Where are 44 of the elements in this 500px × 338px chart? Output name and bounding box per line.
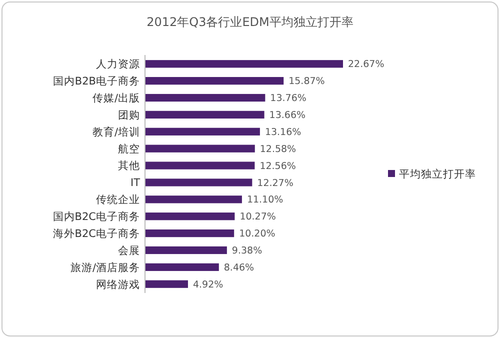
- y-tick-label: 海外B2C电子商务: [52, 226, 140, 240]
- bar: [145, 178, 252, 186]
- y-tick-label: 其他: [118, 159, 140, 172]
- y-tick-label: 航空: [118, 142, 140, 156]
- y-tick-label: 网络游戏: [96, 278, 140, 291]
- legend-label: 平均独立打开率: [399, 168, 476, 181]
- bar: [145, 212, 235, 220]
- bar: [145, 77, 284, 85]
- y-tick-label: 国内B2B电子商务: [52, 74, 140, 88]
- data-label: 10.20%: [239, 228, 276, 240]
- bar: [145, 144, 255, 152]
- y-tick-label: 传统企业: [96, 193, 140, 206]
- data-label: 8.46%: [224, 262, 254, 274]
- bar: [145, 162, 255, 170]
- y-tick-label: 旅游/酒店服务: [70, 260, 140, 274]
- bar: [145, 60, 343, 68]
- data-label: 13.66%: [269, 110, 306, 122]
- bar: [145, 94, 266, 102]
- data-label: 12.58%: [260, 144, 296, 155]
- y-tick-label: 会展: [118, 244, 140, 257]
- data-label: 22.67%: [348, 59, 384, 70]
- bar: [145, 246, 227, 254]
- data-label: 13.16%: [264, 126, 302, 138]
- y-tick-label: 国内B2C电子商务: [52, 210, 140, 224]
- y-tick-label: IT: [130, 177, 141, 190]
- data-label: 10.27%: [240, 212, 276, 223]
- data-label: 12.27%: [257, 178, 294, 189]
- bar: [145, 229, 234, 238]
- y-tick-label: 团购: [118, 109, 140, 122]
- bar: [145, 280, 188, 288]
- data-label: 11.10%: [246, 194, 284, 206]
- data-label: 15.87%: [288, 76, 325, 88]
- y-tick-label: 传媒/出版: [92, 91, 140, 104]
- y-tick-label: 人力资源: [96, 58, 140, 71]
- bar: [145, 128, 260, 136]
- data-label: 12.56%: [260, 160, 296, 172]
- data-label: 4.92%: [192, 279, 224, 290]
- data-label: 9.38%: [232, 246, 262, 257]
- chart-title: 2012年Q3各行业EDM平均独立打开率: [146, 15, 354, 29]
- bar: [145, 196, 242, 204]
- bar: [145, 110, 264, 119]
- y-tick-label: 教育/培训: [92, 125, 140, 138]
- data-label: 13.76%: [270, 93, 306, 104]
- bar: [145, 263, 219, 271]
